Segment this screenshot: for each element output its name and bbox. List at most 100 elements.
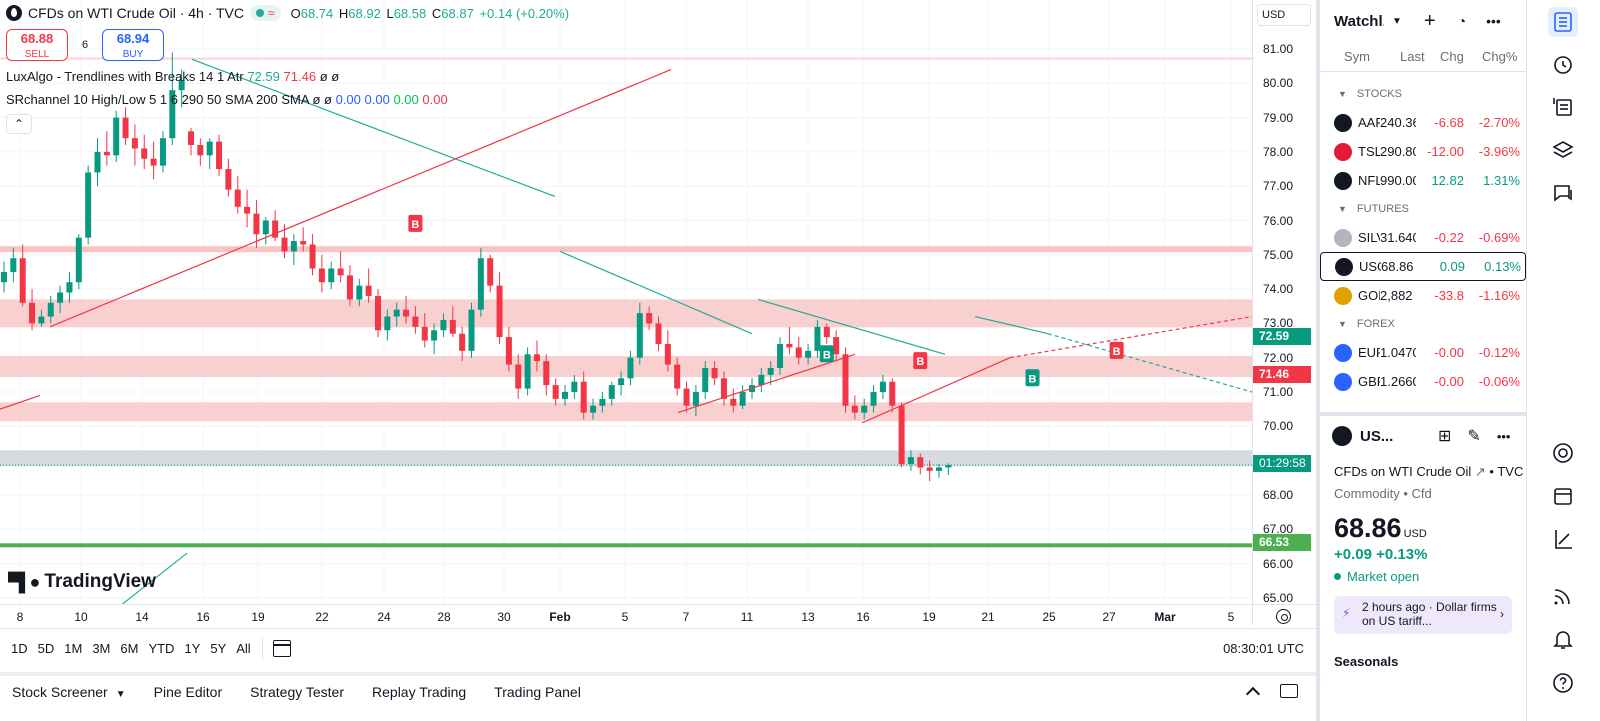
- tab-strategy-tester[interactable]: Strategy Tester: [250, 684, 345, 700]
- chart-area[interactable]: B B B B B CFDs on WTI Crude Oil · 4h · TVC ≈…: [0, 0, 1316, 625]
- col-sym[interactable]: Sym: [1344, 49, 1370, 64]
- range-1d[interactable]: 1D: [11, 641, 28, 656]
- candle-body: [739, 392, 746, 406]
- grid-icon[interactable]: ⊞: [1438, 428, 1452, 445]
- chevron-up-icon[interactable]: [1245, 686, 1261, 702]
- panel-divider[interactable]: [1316, 0, 1320, 721]
- range-1m[interactable]: 1M: [64, 641, 83, 656]
- more-icon[interactable]: •••: [1496, 428, 1511, 444]
- time-tick-label: 24: [377, 610, 391, 624]
- col-chgp[interactable]: Chg%: [1482, 49, 1518, 64]
- price-tick-label: 78.00: [1263, 144, 1294, 159]
- range-all[interactable]: All: [236, 641, 251, 656]
- price-tick-label: 66.00: [1263, 556, 1294, 571]
- chat-toolbar-button[interactable]: [1548, 178, 1578, 208]
- details-source[interactable]: TVC: [1497, 464, 1524, 479]
- alarm-clock-icon: [1554, 56, 1572, 74]
- more-icon[interactable]: •••: [1486, 13, 1501, 29]
- calendar-toolbar-button[interactable]: [1548, 481, 1578, 511]
- alerts-toolbar-button[interactable]: [1548, 49, 1578, 79]
- watchlist-section-stocks[interactable]: ▼ STOCKS: [1338, 88, 1402, 100]
- symbol-title[interactable]: CFDs on WTI Crude Oil · 4h · TVC: [28, 5, 245, 21]
- ideas-toolbar-button[interactable]: [1548, 438, 1578, 468]
- news-card[interactable]: ⚡ 2 hours ago · Dollar firms on US tarif…: [1334, 596, 1512, 634]
- price-scale[interactable]: USD 81.00 80.00 79.00 78.00 77.00 76.00 75.00 7…: [1252, 0, 1316, 625]
- tab-replay-trading[interactable]: Replay Trading: [372, 684, 467, 700]
- price-tick-label: 68.00: [1263, 487, 1294, 502]
- external-link-icon[interactable]: ↗: [1474, 464, 1486, 479]
- price-chart[interactable]: B B B B B: [0, 0, 1252, 604]
- watchlist-row[interactable]: EURUSD1.0470-0.00-0.12%: [1320, 338, 1526, 367]
- notifications-toolbar-button[interactable]: [1548, 624, 1578, 654]
- advanced-view-icon[interactable]: ◔: [1457, 13, 1467, 29]
- candle-body: [94, 151, 101, 173]
- candle-body: [805, 350, 812, 358]
- price-tick-label: 72.00: [1263, 350, 1294, 365]
- watchlist-toolbar-button[interactable]: [1548, 7, 1578, 37]
- edit-icon[interactable]: ✎: [1467, 428, 1481, 445]
- tab-trading-panel[interactable]: Trading Panel: [494, 684, 581, 700]
- market-status: Market open: [1320, 569, 1526, 584]
- indicator-srchannel[interactable]: SRchannel 10 High/Low 5 1 6 290 50 SMA 2…: [6, 92, 448, 107]
- watchlist-section-forex[interactable]: ▼ FOREX: [1338, 318, 1395, 330]
- ohlc-readout: O68.74 H68.92 L68.58 C68.87 +0.14 (+0.20…: [290, 5, 570, 21]
- candle-body: [29, 302, 36, 324]
- range-1y[interactable]: 1Y: [184, 641, 201, 656]
- candle-body: [169, 90, 176, 139]
- price-tick-label: 65.00: [1263, 590, 1294, 605]
- tab-stock-screener[interactable]: Stock Screener ▼: [12, 684, 126, 700]
- current-price-band: [0, 450, 1252, 467]
- object-tree-toolbar-button[interactable]: [1548, 92, 1578, 122]
- watchlist-row[interactable]: SILVER31.640-0.22-0.69%: [1320, 223, 1526, 252]
- candle-body: [562, 392, 568, 399]
- sell-button[interactable]: 68.88 SELL: [6, 29, 68, 61]
- price-tick-label: 81.00: [1263, 42, 1294, 56]
- buy-button[interactable]: 68.94 BUY: [102, 29, 164, 61]
- watchlist-panel: Watchl... ▼ + ◔ ••• Sym Last Chg Chg% ▼S…: [1320, 0, 1526, 721]
- range-3m[interactable]: 3M: [92, 641, 111, 656]
- maximize-icon[interactable]: [1280, 684, 1298, 698]
- help-icon: [1553, 673, 1573, 693]
- time-scale[interactable]: 8 10 14 16 19 22 24 28 30 Feb 5 7 11 13 16 19 21 25 27 Mar 5: [0, 604, 1316, 628]
- stream-toolbar-button[interactable]: [1548, 581, 1578, 611]
- candle-body: [375, 295, 381, 331]
- trendline-projection: [1009, 315, 1252, 359]
- details-symbol[interactable]: US...: [1360, 427, 1394, 445]
- watchlist-row[interactable]: GBPUSD1.2660-0.00-0.06%: [1320, 367, 1526, 396]
- watchlist-row[interactable]: USOIL68.860.090.13%: [1320, 252, 1526, 281]
- tab-pine-editor[interactable]: Pine Editor: [153, 684, 223, 700]
- utc-clock[interactable]: 08:30:01 UTC: [1223, 641, 1304, 656]
- currency-selector[interactable]: USD: [1257, 4, 1311, 26]
- range-6m[interactable]: 6M: [120, 641, 139, 656]
- watchlist-row[interactable]: TSLA290.80-12.00-3.96%: [1320, 137, 1526, 166]
- time-tick-label: 28: [437, 610, 451, 624]
- col-last[interactable]: Last: [1400, 49, 1425, 64]
- market-status-badge[interactable]: ≈: [250, 5, 281, 21]
- drawing-toolbar-button[interactable]: [1548, 524, 1578, 554]
- col-chg[interactable]: Chg: [1440, 49, 1464, 64]
- sell-signal-marker: [1109, 341, 1124, 359]
- help-toolbar-button[interactable]: [1548, 668, 1578, 698]
- watchlist-section-futures[interactable]: ▼ FUTURES: [1338, 203, 1409, 215]
- calendar-icon[interactable]: [272, 640, 291, 657]
- watchlist-row[interactable]: GOLD2,882-33.8-1.16%: [1320, 281, 1526, 310]
- range-5y[interactable]: 5Y: [210, 641, 227, 656]
- candle-body: [318, 268, 325, 283]
- price-tick-label: 67.00: [1263, 522, 1294, 537]
- layers-toolbar-button[interactable]: [1548, 135, 1578, 165]
- range-ytd[interactable]: YTD: [148, 641, 175, 656]
- candle-body: [870, 392, 877, 406]
- watchlist-row[interactable]: AAPL240.36-6.68-2.70%: [1320, 108, 1526, 137]
- object-tree-icon: [1553, 98, 1572, 116]
- range-bar: 1D 5D 1M 3M 6M YTD 1Y 5Y All 08:30:01 UT…: [0, 628, 1316, 668]
- range-5d[interactable]: 5D: [37, 641, 55, 656]
- collapse-indicators-button[interactable]: ⌃: [6, 114, 32, 134]
- seasonals-heading[interactable]: Seasonals: [1334, 654, 1399, 669]
- time-tick-label: 30: [497, 610, 511, 624]
- indicator-trendlines[interactable]: LuxAlgo - Trendlines with Breaks 14 1 At…: [6, 69, 340, 84]
- watchlist-title[interactable]: Watchl...: [1334, 12, 1384, 30]
- chevron-down-icon[interactable]: ▼: [1392, 15, 1402, 27]
- chart-settings-icon[interactable]: [1276, 609, 1291, 624]
- add-symbol-icon[interactable]: +: [1423, 9, 1436, 32]
